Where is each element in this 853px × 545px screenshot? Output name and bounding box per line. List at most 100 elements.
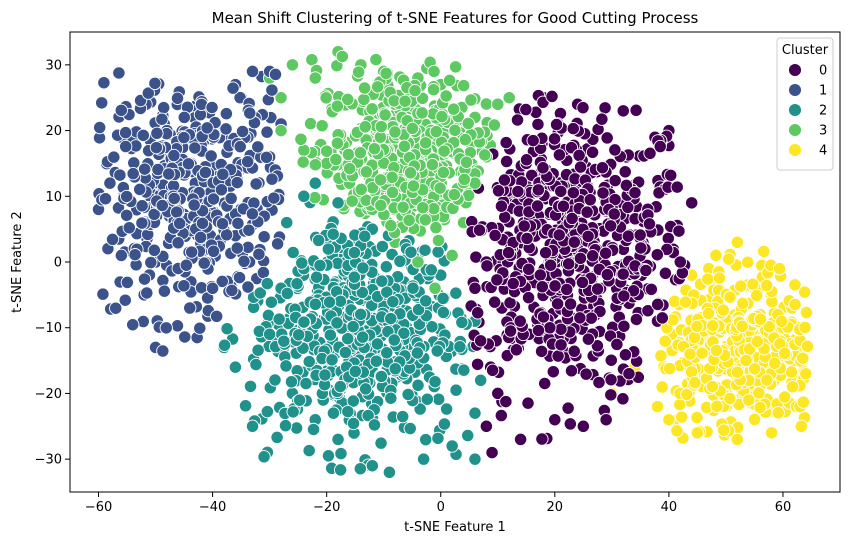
data-point-cluster-0 bbox=[530, 199, 545, 213]
data-point-cluster-0 bbox=[503, 324, 518, 338]
data-point-cluster-4 bbox=[706, 319, 720, 333]
data-point-cluster-0 bbox=[585, 145, 600, 159]
data-point-cluster-1 bbox=[259, 150, 274, 164]
data-point-cluster-1 bbox=[215, 274, 229, 289]
data-point-cluster-2 bbox=[290, 277, 304, 291]
data-point-cluster-0 bbox=[536, 310, 551, 324]
data-point-cluster-0 bbox=[580, 205, 594, 219]
data-point-cluster-1 bbox=[155, 198, 169, 213]
data-point-cluster-1 bbox=[235, 124, 250, 139]
data-point-cluster-1 bbox=[257, 230, 271, 244]
data-point-cluster-2 bbox=[326, 406, 341, 420]
data-point-cluster-1 bbox=[245, 64, 260, 79]
data-point-cluster-2 bbox=[292, 328, 306, 342]
data-point-cluster-0 bbox=[618, 165, 632, 179]
data-point-cluster-0 bbox=[499, 135, 513, 150]
data-point-cluster-0 bbox=[533, 268, 547, 282]
data-point-cluster-3 bbox=[367, 142, 382, 156]
data-point-cluster-0 bbox=[521, 396, 535, 410]
data-point-cluster-0 bbox=[479, 419, 494, 433]
legend-label-0: 0 bbox=[819, 64, 827, 79]
data-point-cluster-3 bbox=[329, 152, 343, 167]
data-point-cluster-2 bbox=[295, 256, 309, 270]
data-point-cluster-3 bbox=[428, 281, 442, 295]
data-point-cluster-3 bbox=[341, 147, 356, 162]
data-point-cluster-4 bbox=[794, 419, 808, 433]
data-point-cluster-0 bbox=[616, 392, 630, 406]
data-point-cluster-1 bbox=[245, 207, 260, 221]
legend-marker-0 bbox=[788, 63, 802, 77]
data-point-cluster-4 bbox=[730, 365, 744, 379]
data-point-cluster-3 bbox=[296, 155, 310, 169]
data-point-cluster-1 bbox=[171, 236, 185, 250]
data-point-cluster-1 bbox=[119, 139, 133, 154]
data-point-cluster-1 bbox=[232, 270, 247, 285]
data-point-cluster-0 bbox=[566, 121, 580, 136]
data-point-cluster-2 bbox=[355, 285, 369, 300]
data-point-cluster-2 bbox=[424, 263, 438, 277]
data-point-cluster-0 bbox=[673, 255, 687, 269]
data-point-cluster-2 bbox=[436, 291, 450, 306]
data-point-cluster-1 bbox=[114, 103, 128, 118]
data-point-cluster-1 bbox=[219, 122, 233, 136]
data-point-cluster-1 bbox=[219, 228, 234, 242]
data-point-cluster-0 bbox=[488, 228, 502, 243]
data-point-cluster-1 bbox=[120, 275, 135, 290]
data-point-cluster-1 bbox=[122, 221, 136, 235]
data-point-cluster-0 bbox=[490, 273, 504, 287]
data-point-cluster-4 bbox=[678, 295, 693, 309]
data-point-cluster-2 bbox=[353, 462, 367, 476]
x-tick-label: −60 bbox=[85, 500, 112, 515]
y-axis: −30 −20 −10 0 10 20 30 bbox=[35, 58, 70, 468]
data-point-cluster-0 bbox=[554, 338, 568, 352]
data-point-cluster-0 bbox=[641, 304, 655, 318]
data-point-cluster-1 bbox=[103, 176, 117, 190]
data-point-cluster-2 bbox=[382, 465, 397, 479]
data-point-cluster-0 bbox=[564, 364, 579, 378]
data-point-cluster-0 bbox=[572, 148, 586, 163]
y-tick-label: 20 bbox=[45, 124, 62, 139]
data-point-cluster-0 bbox=[563, 417, 577, 431]
data-point-cluster-0 bbox=[472, 223, 487, 237]
data-point-cluster-1 bbox=[181, 157, 196, 171]
data-point-cluster-4 bbox=[683, 347, 697, 361]
data-point-cluster-0 bbox=[618, 348, 633, 362]
data-point-cluster-3 bbox=[447, 187, 461, 202]
data-point-cluster-3 bbox=[437, 144, 451, 158]
data-point-cluster-1 bbox=[126, 166, 140, 181]
data-point-cluster-2 bbox=[228, 360, 243, 374]
data-point-cluster-0 bbox=[600, 268, 614, 282]
data-point-cluster-4 bbox=[753, 312, 768, 326]
data-point-cluster-1 bbox=[187, 198, 201, 212]
chart-title: Mean Shift Clustering of t-SNE Features … bbox=[212, 9, 699, 27]
data-point-cluster-2 bbox=[386, 295, 400, 309]
data-point-cluster-0 bbox=[633, 228, 647, 242]
data-point-cluster-0 bbox=[545, 89, 559, 104]
data-point-cluster-1 bbox=[150, 126, 164, 140]
data-point-cluster-3 bbox=[359, 165, 373, 179]
data-point-cluster-4 bbox=[753, 400, 767, 415]
data-point-cluster-2 bbox=[284, 375, 299, 389]
data-point-cluster-0 bbox=[596, 186, 610, 200]
data-point-cluster-1 bbox=[109, 301, 123, 315]
data-point-cluster-3 bbox=[397, 139, 412, 153]
data-point-cluster-1 bbox=[135, 216, 149, 230]
data-point-cluster-4 bbox=[658, 334, 672, 348]
data-point-cluster-2 bbox=[238, 399, 253, 413]
data-point-cluster-2 bbox=[374, 436, 388, 450]
data-point-cluster-0 bbox=[552, 148, 567, 162]
data-point-cluster-3 bbox=[274, 123, 288, 138]
data-point-cluster-1 bbox=[219, 107, 234, 121]
data-point-cluster-2 bbox=[323, 328, 337, 342]
data-point-cluster-3 bbox=[406, 179, 421, 193]
data-point-cluster-2 bbox=[449, 286, 463, 300]
data-point-cluster-4 bbox=[750, 288, 764, 303]
data-point-cluster-4 bbox=[777, 390, 792, 404]
data-point-cluster-1 bbox=[178, 330, 192, 344]
data-point-cluster-3 bbox=[285, 58, 300, 72]
data-point-cluster-2 bbox=[367, 418, 382, 432]
data-point-cluster-2 bbox=[474, 373, 488, 387]
data-point-cluster-1 bbox=[177, 279, 191, 293]
data-point-cluster-2 bbox=[416, 452, 431, 466]
